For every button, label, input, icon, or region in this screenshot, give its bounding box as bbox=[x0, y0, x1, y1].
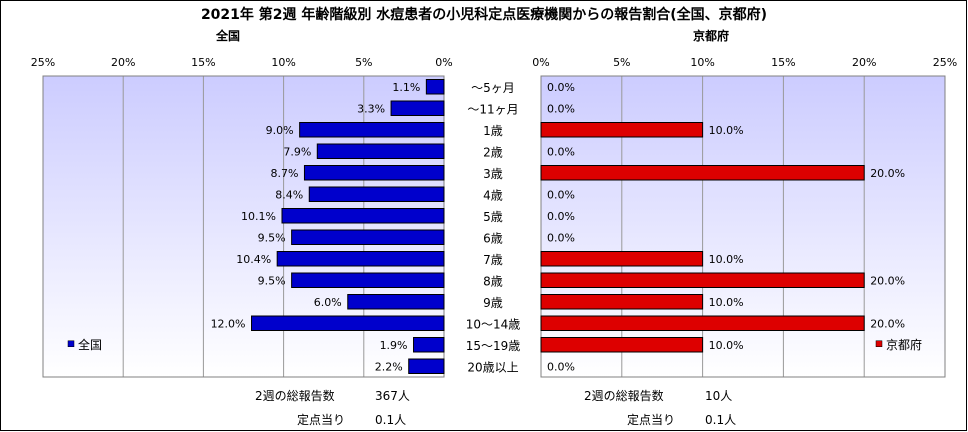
national-bar bbox=[316, 143, 445, 159]
kyoto-data-label: 0.0% bbox=[547, 81, 575, 94]
kyoto-total-value: 10人 bbox=[705, 389, 733, 403]
national-tick-label: 15% bbox=[191, 56, 215, 69]
kyoto-legend-label: 京都府 bbox=[886, 337, 922, 352]
national-legend-swatch bbox=[67, 340, 75, 347]
kyoto-data-label: 20.0% bbox=[870, 274, 905, 287]
national-bar bbox=[390, 100, 445, 116]
national-bar bbox=[251, 315, 445, 331]
national-tick-label: 20% bbox=[111, 56, 135, 69]
national-bar bbox=[299, 122, 445, 138]
kyoto-tick-label: 15% bbox=[771, 56, 795, 69]
kyoto-data-label: 10.0% bbox=[709, 339, 744, 352]
category-label: 9歳 bbox=[483, 296, 503, 310]
kyoto-tick-label: 5% bbox=[613, 56, 630, 69]
national-bar bbox=[291, 272, 445, 288]
kyoto-data-label: 20.0% bbox=[870, 167, 905, 180]
kyoto-bar bbox=[540, 337, 704, 353]
kyoto-per-label: 定点当り bbox=[627, 413, 676, 427]
category-label: 2歳 bbox=[483, 145, 503, 159]
national-data-label: 1.9% bbox=[380, 339, 408, 352]
national-bar bbox=[347, 294, 445, 310]
category-label: 3歳 bbox=[483, 167, 503, 181]
kyoto-total-label: 2週の総報告数 bbox=[584, 389, 664, 403]
kyoto-data-label: 0.0% bbox=[547, 210, 575, 223]
national-legend-label: 全国 bbox=[78, 337, 102, 352]
national-tick-label: 25% bbox=[31, 56, 55, 69]
kyoto-panel-title: 京都府 bbox=[693, 28, 729, 43]
national-per-label: 定点当り bbox=[297, 413, 346, 427]
national-panel-title: 全国 bbox=[215, 28, 240, 43]
category-label: ～5ヶ月 bbox=[471, 81, 515, 95]
kyoto-tick-label: 20% bbox=[852, 56, 876, 69]
national-bar bbox=[308, 186, 445, 202]
category-label: 8歳 bbox=[483, 274, 503, 288]
category-label: 5歳 bbox=[483, 210, 503, 224]
kyoto-data-label: 0.0% bbox=[547, 188, 575, 201]
national-plot-border bbox=[42, 75, 445, 378]
category-label: 10～14歳 bbox=[466, 317, 521, 331]
national-bar bbox=[303, 165, 445, 181]
national-data-label: 8.4% bbox=[275, 188, 303, 201]
national-data-label: 7.9% bbox=[283, 145, 311, 158]
kyoto-bar bbox=[540, 122, 704, 138]
national-data-label: 10.4% bbox=[236, 253, 271, 266]
kyoto-tick-label: 10% bbox=[690, 56, 714, 69]
kyoto-bar bbox=[540, 294, 704, 310]
national-data-label: 10.1% bbox=[241, 210, 276, 223]
national-data-label: 2.2% bbox=[375, 360, 403, 373]
national-data-label: 3.3% bbox=[357, 102, 385, 115]
national-total-label: 2週の総報告数 bbox=[255, 389, 335, 403]
kyoto-data-label: 0.0% bbox=[547, 360, 575, 373]
kyoto-bar bbox=[540, 272, 865, 288]
kyoto-plot-border bbox=[540, 75, 946, 378]
national-tick-label: 5% bbox=[355, 56, 372, 69]
category-label: 15～19歳 bbox=[466, 339, 521, 353]
category-label: 1歳 bbox=[483, 124, 503, 138]
national-tick-label: 10% bbox=[271, 56, 295, 69]
national-tick-label: 0% bbox=[435, 56, 452, 69]
national-data-label: 1.1% bbox=[392, 81, 420, 94]
kyoto-plot-area bbox=[541, 76, 945, 377]
national-bar bbox=[276, 251, 445, 267]
kyoto-tick-label: 25% bbox=[933, 56, 957, 69]
kyoto-bar bbox=[540, 251, 704, 267]
national-data-label: 9.5% bbox=[258, 231, 286, 244]
national-data-label: 8.7% bbox=[270, 167, 298, 180]
national-bar bbox=[413, 337, 445, 353]
national-data-label: 9.0% bbox=[266, 124, 294, 137]
kyoto-tick-label: 0% bbox=[532, 56, 549, 69]
national-bar bbox=[408, 358, 445, 374]
category-label: 7歳 bbox=[483, 253, 503, 267]
chart-title: 2021年 第2週 年齢階級別 水痘患者の小児科定点医療機関からの報告割合(全国… bbox=[201, 6, 767, 23]
national-data-label: 12.0% bbox=[211, 317, 246, 330]
kyoto-data-label: 0.0% bbox=[547, 145, 575, 158]
national-data-label: 9.5% bbox=[258, 274, 286, 287]
kyoto-data-label: 10.0% bbox=[709, 253, 744, 266]
kyoto-per-value: 0.1人 bbox=[705, 413, 737, 427]
kyoto-data-label: 0.0% bbox=[547, 231, 575, 244]
category-label: 4歳 bbox=[483, 188, 503, 202]
national-data-label: 6.0% bbox=[314, 296, 342, 309]
national-per-value: 0.1人 bbox=[375, 413, 407, 427]
kyoto-data-label: 20.0% bbox=[870, 317, 905, 330]
national-bar bbox=[281, 208, 445, 224]
national-plot-area bbox=[43, 76, 444, 377]
category-label: ～11ヶ月 bbox=[467, 102, 518, 116]
kyoto-legend-swatch bbox=[875, 340, 883, 347]
kyoto-data-label: 10.0% bbox=[709, 296, 744, 309]
national-bar bbox=[291, 229, 445, 245]
kyoto-data-label: 0.0% bbox=[547, 102, 575, 115]
category-label: 6歳 bbox=[483, 231, 503, 245]
category-label: 20歳以上 bbox=[467, 360, 518, 374]
kyoto-bar bbox=[540, 315, 865, 331]
kyoto-bar bbox=[540, 165, 865, 181]
national-total-value: 367人 bbox=[375, 389, 410, 403]
national-bar bbox=[425, 79, 445, 95]
kyoto-data-label: 10.0% bbox=[709, 124, 744, 137]
